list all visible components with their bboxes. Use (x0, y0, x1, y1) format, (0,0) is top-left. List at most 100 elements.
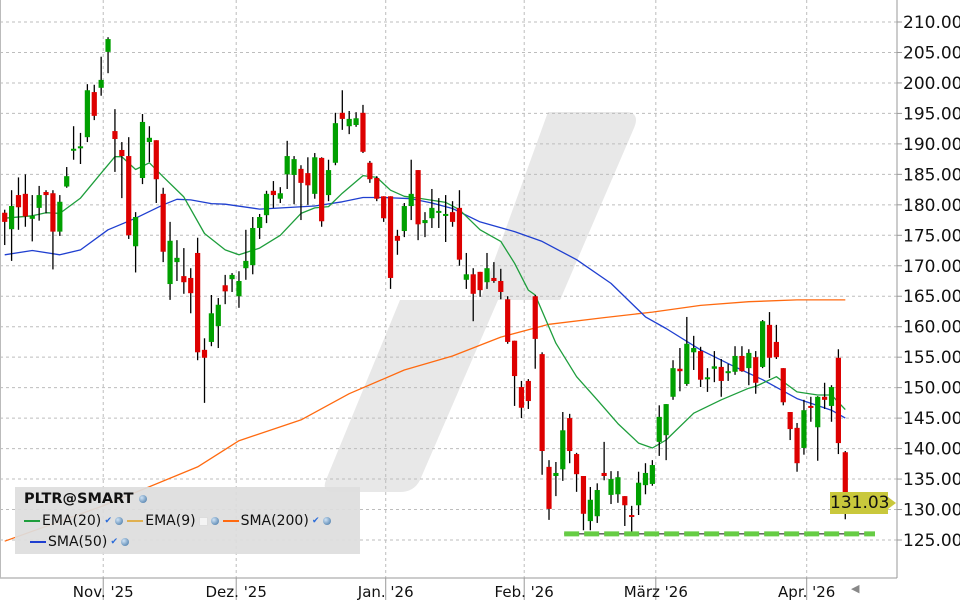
globe-icon[interactable] (138, 495, 147, 503)
candle (325, 159, 332, 202)
candle-body (436, 210, 442, 213)
candle-body (670, 368, 676, 397)
candle (229, 273, 235, 292)
candle-body (91, 92, 97, 116)
candle (50, 190, 56, 270)
candle (208, 295, 214, 347)
candle (263, 190, 270, 224)
candle-body (2, 212, 8, 222)
sma50-checkbox[interactable]: ✔ (110, 537, 119, 547)
candle-body (381, 196, 387, 219)
candle-body (284, 156, 290, 175)
candle-body (704, 377, 711, 380)
y-tick-label: 130.00 (903, 501, 960, 521)
watermark-logo (324, 112, 636, 492)
ema20-globe-icon[interactable] (115, 517, 124, 525)
candle-body (691, 348, 697, 353)
candle (71, 126, 77, 160)
candle-body (250, 227, 256, 266)
candle-body (842, 452, 848, 504)
candle (587, 486, 593, 531)
candle-body (339, 112, 345, 119)
sma200-globe-icon[interactable] (322, 517, 331, 525)
ema9-globe-icon[interactable] (210, 517, 219, 525)
candle-body (22, 193, 28, 217)
candle (174, 240, 180, 281)
candle (505, 296, 511, 344)
candle-body (195, 252, 201, 353)
candle (215, 298, 221, 349)
candle-body (463, 274, 469, 280)
candle (642, 463, 649, 495)
candle (787, 412, 793, 441)
candle-body (257, 217, 263, 228)
legend-sma200: SMA(200) (240, 513, 309, 529)
candle-body (753, 357, 759, 383)
candle-body (367, 162, 373, 180)
candle (732, 346, 738, 375)
candle (704, 368, 711, 392)
candle (381, 196, 387, 222)
candle (491, 262, 497, 283)
candle (456, 190, 463, 266)
sma200-checkbox[interactable]: ✔ (312, 516, 320, 526)
sma200-line (4, 299, 846, 542)
candle (808, 396, 814, 422)
sma50-globe-icon[interactable] (121, 538, 130, 546)
candle (801, 399, 807, 455)
candle (449, 201, 456, 227)
candle-body (629, 515, 635, 518)
candle-body (601, 472, 607, 477)
candle (64, 167, 70, 188)
candle-body (160, 193, 166, 252)
candle-body (167, 240, 173, 285)
candle (160, 187, 166, 263)
candle-body (429, 207, 435, 219)
candle-body (201, 349, 208, 358)
candle-body (739, 355, 745, 372)
y-tick-label: 165.00 (903, 287, 960, 307)
candle (766, 312, 773, 378)
candle-body (505, 299, 511, 342)
candle-body (112, 131, 118, 140)
candle (511, 340, 518, 406)
candle (415, 170, 421, 241)
legend-row-2: SMA(50) ✔ (30, 534, 133, 550)
y-tick-label: 210.00 (903, 13, 960, 33)
candle (635, 471, 642, 516)
candle (257, 213, 263, 239)
candle (567, 413, 573, 464)
candle (656, 405, 662, 456)
candle-body (560, 430, 566, 470)
candle (684, 316, 690, 386)
candle-body (319, 157, 325, 222)
scroll-left-arrow-icon[interactable]: ◀ (851, 582, 860, 595)
y-tick-label: 140.00 (903, 440, 960, 460)
x-axis: Nov. '25 Dez. '25 Jan. '26 Feb. '26 März '26… (73, 578, 835, 600)
candle-body (153, 140, 159, 180)
candle-body (580, 476, 587, 514)
candle-body (684, 343, 690, 384)
candle (677, 348, 683, 392)
candle-body (725, 371, 731, 374)
ema9-swatch (127, 520, 144, 522)
y-tick-label: 205.00 (903, 43, 960, 63)
candle-body (325, 170, 332, 196)
candle-body (119, 149, 125, 157)
candle-body (374, 178, 380, 199)
candle-body (243, 260, 249, 269)
candle-body (181, 276, 187, 283)
candle-body (298, 168, 304, 183)
x-tick-label: Nov. '25 (73, 583, 134, 600)
candle (711, 351, 717, 383)
candle (546, 460, 552, 520)
candle (560, 412, 566, 481)
candle-body (305, 173, 311, 186)
candle (828, 385, 835, 422)
candle-body (394, 235, 401, 241)
ema9-checkbox[interactable] (198, 516, 208, 526)
candle-body (794, 427, 800, 464)
ema20-checkbox[interactable]: ✔ (104, 516, 113, 526)
candle (498, 268, 504, 300)
